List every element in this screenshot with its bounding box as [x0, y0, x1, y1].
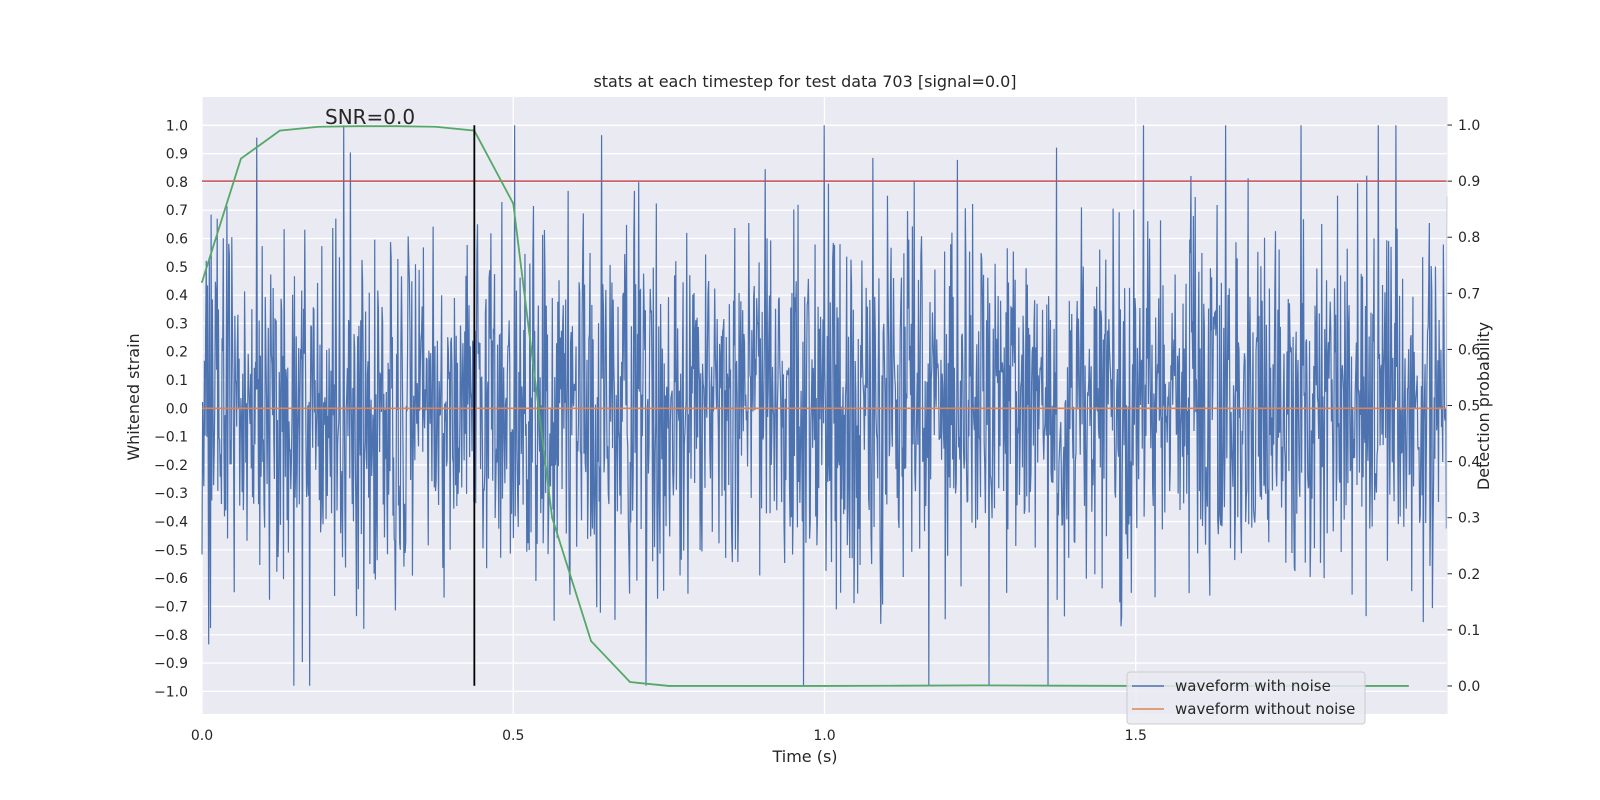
y2-tick-label: 0.5: [1458, 399, 1480, 415]
detection-probability-point: [1368, 685, 1371, 687]
detection-probability-point: [823, 685, 826, 687]
y-tick-label: 0.0: [166, 401, 188, 417]
detection-probability-point: [356, 125, 359, 128]
y-tick-label: 0.8: [166, 175, 188, 191]
y-tick-label: −0.1: [154, 430, 188, 446]
x-tick-label: 0.0: [191, 728, 213, 744]
y2-tick-label: 0.7: [1458, 286, 1480, 302]
detection-probability-point: [240, 157, 242, 160]
y2-tick-label: 0.0: [1458, 679, 1480, 695]
y-tick-label: 0.4: [166, 288, 188, 304]
chart-title: stats at each timestep for test data 703…: [593, 72, 1016, 91]
y2-tick-label: 0.2: [1458, 567, 1480, 583]
y-tick-label: 0.5: [166, 260, 188, 276]
series-layer: [201, 125, 1448, 687]
snr-annotation: SNR=0.0: [325, 105, 415, 129]
y-tick-label: 0.9: [166, 147, 188, 163]
ticks-layer: 0.0 0.5 1.0 1.5 1.0 0.9 0.8 0.7 0.6 0.5 0.4 0.3 0.2 0…: [154, 97, 1480, 744]
y2-tick-label: 1.0: [1458, 118, 1480, 134]
y2-tick-label: 0.3: [1458, 511, 1480, 527]
y2-tick-label: 0.6: [1458, 342, 1480, 358]
detection-probability-point: [590, 640, 592, 642]
detection-probability-point: [434, 125, 437, 128]
legend-box: [1126, 671, 1366, 725]
y-tick-label: −0.6: [154, 571, 188, 587]
detection-probability-point: [1407, 685, 1409, 687]
y2-tick-label: 0.4: [1458, 455, 1480, 471]
y-axis-label: Whitened strain: [124, 333, 143, 460]
x-axis-label: Time (s): [771, 747, 837, 766]
noise-waveform-line: [201, 125, 1448, 686]
detection-probability-point: [667, 685, 670, 687]
detection-probability-point: [551, 516, 554, 519]
y-tick-label: 0.1: [166, 373, 188, 389]
x-tick-label: 0.5: [502, 728, 524, 744]
y-tick-label: 0.6: [166, 232, 188, 248]
legend: waveform with noise waveform without noi…: [1126, 671, 1366, 725]
y-tick-label: −0.5: [154, 543, 188, 559]
y2-tick-label: 0.8: [1458, 230, 1480, 246]
y-tick-label: 0.3: [166, 316, 188, 332]
y2-tick-label: 0.9: [1458, 174, 1480, 190]
detection-probability-point: [979, 684, 982, 687]
y-tick-label: 0.7: [166, 203, 188, 219]
detection-probability-point: [512, 202, 515, 205]
detection-probability-point: [395, 125, 398, 128]
y-tick-label: −0.8: [154, 628, 188, 644]
y-tick-label: −0.7: [154, 599, 188, 615]
y-tick-label: −0.3: [154, 486, 188, 502]
detection-probability-point: [901, 684, 904, 687]
legend-label-clean: waveform without noise: [1175, 700, 1355, 718]
detection-probability-point: [745, 685, 748, 687]
x-tick-label: 1.5: [1125, 728, 1147, 744]
detection-probability-point: [317, 125, 320, 128]
legend-label-noise: waveform with noise: [1175, 677, 1331, 695]
detection-probability-point: [201, 281, 203, 283]
x-tick-label: 1.0: [813, 728, 835, 744]
detection-probability-point: [278, 129, 281, 132]
y-tick-label: 0.2: [166, 345, 188, 361]
y-tick-label: −0.4: [154, 515, 188, 531]
y-tick-label: −0.9: [154, 656, 188, 672]
y-tick-label: −0.2: [154, 458, 188, 474]
detection-probability-point: [629, 681, 631, 683]
y2-axis-label: Detection probability: [1474, 322, 1493, 490]
y2-tick-label: 0.1: [1458, 623, 1480, 639]
y-tick-label: −1.0: [154, 684, 188, 700]
y-tick-label: 1.0: [166, 118, 188, 134]
detection-probability-point: [1057, 684, 1059, 687]
